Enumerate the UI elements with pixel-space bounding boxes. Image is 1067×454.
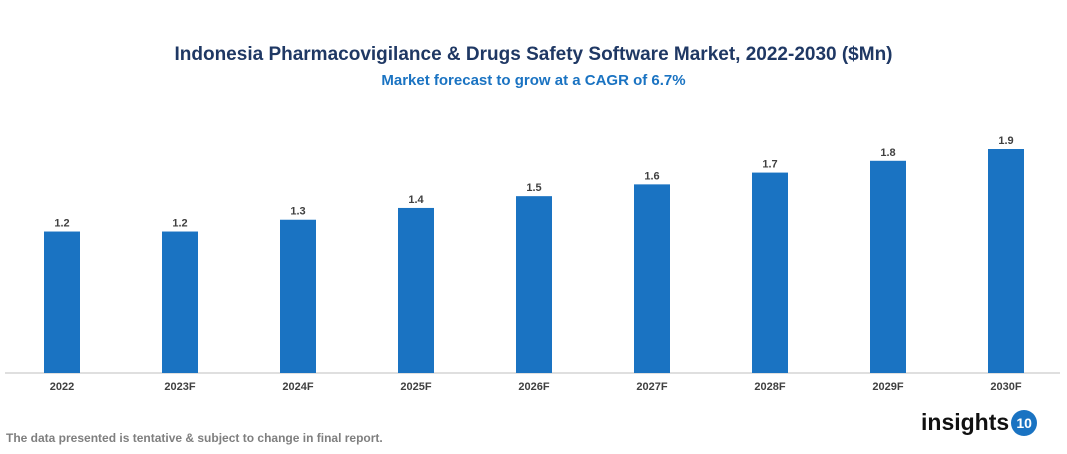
data-label-2027F: 1.6 <box>644 170 659 182</box>
data-label-2026F: 1.5 <box>526 182 541 194</box>
x-tick-label-2023F: 2023F <box>164 381 195 393</box>
data-label-2022: 1.2 <box>54 218 69 230</box>
logo-badge: 10 <box>1011 409 1038 436</box>
chart-subtitle: Market forecast to grow at a CAGR of 6.7… <box>381 72 686 89</box>
x-tick-label-2030F: 2030F <box>990 381 1021 393</box>
data-label-2029F: 1.8 <box>880 147 895 159</box>
x-tick-label-2026F: 2026F <box>518 381 549 393</box>
bar-2022 <box>44 231 80 373</box>
data-label-2025F: 1.4 <box>408 194 424 206</box>
x-tick-label-2022: 2022 <box>50 381 74 393</box>
logo-text: insights <box>921 409 1010 435</box>
bar-2023F <box>162 231 198 373</box>
bar-2025F <box>398 207 434 373</box>
bar-2029F <box>870 160 906 373</box>
bar-2027F <box>634 184 670 373</box>
x-tick-label-2025F: 2025F <box>400 381 431 393</box>
bar-2030F <box>988 149 1024 373</box>
bar-2024F <box>280 219 316 373</box>
x-tick-label-2024F: 2024F <box>282 381 313 393</box>
data-label-2023F: 1.2 <box>172 218 187 230</box>
data-label-2024F: 1.3 <box>290 206 305 218</box>
x-tick-label-2028F: 2028F <box>754 381 785 393</box>
data-label-2030F: 1.9 <box>998 135 1013 147</box>
chart-title: Indonesia Pharmacovigilance & Drugs Safe… <box>174 44 893 65</box>
bar-2026F <box>516 196 552 373</box>
x-tick-label-2029F: 2029F <box>872 381 903 393</box>
insights10-logo: insights 10 <box>921 409 1038 436</box>
data-label-2028F: 1.7 <box>762 159 777 171</box>
footnote: The data presented is tentative & subjec… <box>6 431 383 445</box>
bar-2028F <box>752 172 788 373</box>
x-tick-label-2027F: 2027F <box>636 381 667 393</box>
